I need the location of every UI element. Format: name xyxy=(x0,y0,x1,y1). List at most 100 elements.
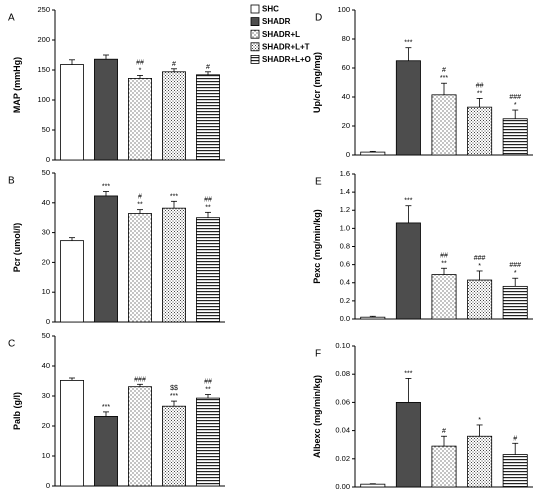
significance-label: ** xyxy=(441,260,447,267)
y-tick-label: 50 xyxy=(42,168,50,177)
y-tick-label: 0.02 xyxy=(335,454,350,463)
y-axis-label: MAP (mmHg) xyxy=(12,57,22,113)
y-tick-label: 50 xyxy=(42,331,50,340)
y-tick-label: 100 xyxy=(37,95,50,104)
y-tick-label: 0 xyxy=(346,150,350,159)
significance-label: ## xyxy=(204,196,212,203)
significance-label: *** xyxy=(170,393,178,400)
significance-label: *** xyxy=(170,193,178,200)
bar-shadr xyxy=(395,401,421,488)
panel-letter: E xyxy=(315,176,322,187)
significance-label: * xyxy=(514,270,517,277)
y-axis-label: Palb (g/l) xyxy=(12,392,22,430)
bar-shadr xyxy=(94,415,118,487)
legend-label: SHADR+L+T xyxy=(262,42,310,51)
y-tick-label: 50 xyxy=(42,125,50,134)
panel-letter: A xyxy=(8,12,15,23)
significance-label: # xyxy=(138,194,142,201)
y-tick-label: 0.8 xyxy=(340,241,350,250)
y-tick-label: 40 xyxy=(342,92,350,101)
significance-label: *** xyxy=(404,370,412,377)
significance-label: ### xyxy=(474,255,486,262)
significance-label: # xyxy=(442,67,446,74)
bar-shadr xyxy=(94,195,118,323)
y-tick-label: 1.6 xyxy=(340,169,350,178)
y-tick-label: 0.06 xyxy=(335,397,350,406)
y-tick-label: 1.0 xyxy=(340,223,350,232)
bar-shadr-l xyxy=(128,213,152,323)
significance-label: *** xyxy=(440,75,448,82)
y-tick-label: 0 xyxy=(46,317,50,326)
significance-label: ## xyxy=(136,59,144,66)
y-axis-label: Pexc (mg/min/kg) xyxy=(312,209,322,284)
chart-panel-f: F 0.00 0.02 0.04 0.06 0.08 0.10 Albexc (mg/min/… xyxy=(312,341,533,491)
y-tick-label: 20 xyxy=(342,121,350,130)
y-tick-label: 40 xyxy=(42,361,50,370)
significance-label: ## xyxy=(476,82,484,89)
significance-label: * xyxy=(478,263,481,270)
bar-shadr xyxy=(94,58,118,161)
y-tick-label: 30 xyxy=(42,228,50,237)
bar-shc xyxy=(360,316,386,320)
panel-letter: F xyxy=(315,348,321,359)
bar-shc xyxy=(60,240,84,323)
significance-label: ## xyxy=(204,379,212,386)
significance-label: ### xyxy=(134,376,146,383)
y-tick-label: 0.08 xyxy=(335,369,350,378)
bar-shc xyxy=(60,379,84,487)
y-tick-label: 0.10 xyxy=(335,341,350,350)
y-tick-label: 80 xyxy=(342,34,350,43)
bar-shadr-l xyxy=(431,94,457,156)
panel-letter: D xyxy=(315,12,322,23)
bar-shadr-l-t xyxy=(162,71,186,161)
bar-shadr-l-o xyxy=(196,217,220,323)
significance-label: ### xyxy=(509,262,521,269)
y-axis-label: Pcr (umol/l) xyxy=(12,223,22,273)
y-tick-label: 0.0 xyxy=(340,314,350,323)
y-tick-label: 0.4 xyxy=(340,278,350,287)
bar-shadr-l-t xyxy=(162,405,186,487)
legend-label: SHADR xyxy=(262,17,291,26)
y-tick-label: 150 xyxy=(37,65,50,74)
legend-swatch xyxy=(250,29,260,39)
significance-label: * xyxy=(514,102,517,109)
legend-label: SHC xyxy=(262,5,279,14)
significance-label: *** xyxy=(404,198,412,205)
significance-label: * xyxy=(139,67,142,74)
significance-label: *** xyxy=(102,183,110,190)
legend-label: SHADR+L+O xyxy=(262,55,311,64)
legend-label: SHADR+L xyxy=(262,30,300,39)
bar-shadr-l xyxy=(431,274,457,320)
significance-label: ** xyxy=(477,90,483,97)
legend-swatch xyxy=(250,55,260,64)
bar-shadr-l-t xyxy=(467,279,493,320)
bar-shadr-l-t xyxy=(467,435,493,488)
bar-shadr-l-t xyxy=(162,207,186,323)
y-tick-label: 0.6 xyxy=(340,260,350,269)
chart-panel-e: E 0.0 0.2 0.4 0.6 0.8 1.0 1.2 1.4 1.6 Pexc (mg/min… xyxy=(312,169,533,323)
significance-label: ** xyxy=(205,204,211,211)
bar-shadr-l-t xyxy=(467,106,493,156)
bar-shadr-l-o xyxy=(196,397,220,487)
bar-shc xyxy=(360,151,386,156)
bar-shadr-l-o xyxy=(502,454,528,488)
y-tick-label: 250 xyxy=(37,5,50,14)
panel-letter: C xyxy=(8,338,15,349)
legend-swatch xyxy=(250,17,260,27)
significance-label: # xyxy=(513,435,517,442)
panel-letter: B xyxy=(8,175,15,186)
y-tick-label: 0.2 xyxy=(340,296,350,305)
significance-label: *** xyxy=(404,40,412,47)
bar-shadr xyxy=(395,60,421,156)
y-tick-label: 30 xyxy=(42,391,50,400)
significance-label: # xyxy=(442,428,446,435)
y-tick-label: 0 xyxy=(46,155,50,164)
y-tick-label: 1.2 xyxy=(340,205,350,214)
y-tick-label: 40 xyxy=(42,198,50,207)
y-tick-label: 20 xyxy=(42,421,50,430)
legend-swatch xyxy=(250,42,260,52)
bar-shadr-l-o xyxy=(502,285,528,320)
legend: SHC SHADR SHADR+L SHADR+L+T SHADR+L+O xyxy=(250,4,311,64)
